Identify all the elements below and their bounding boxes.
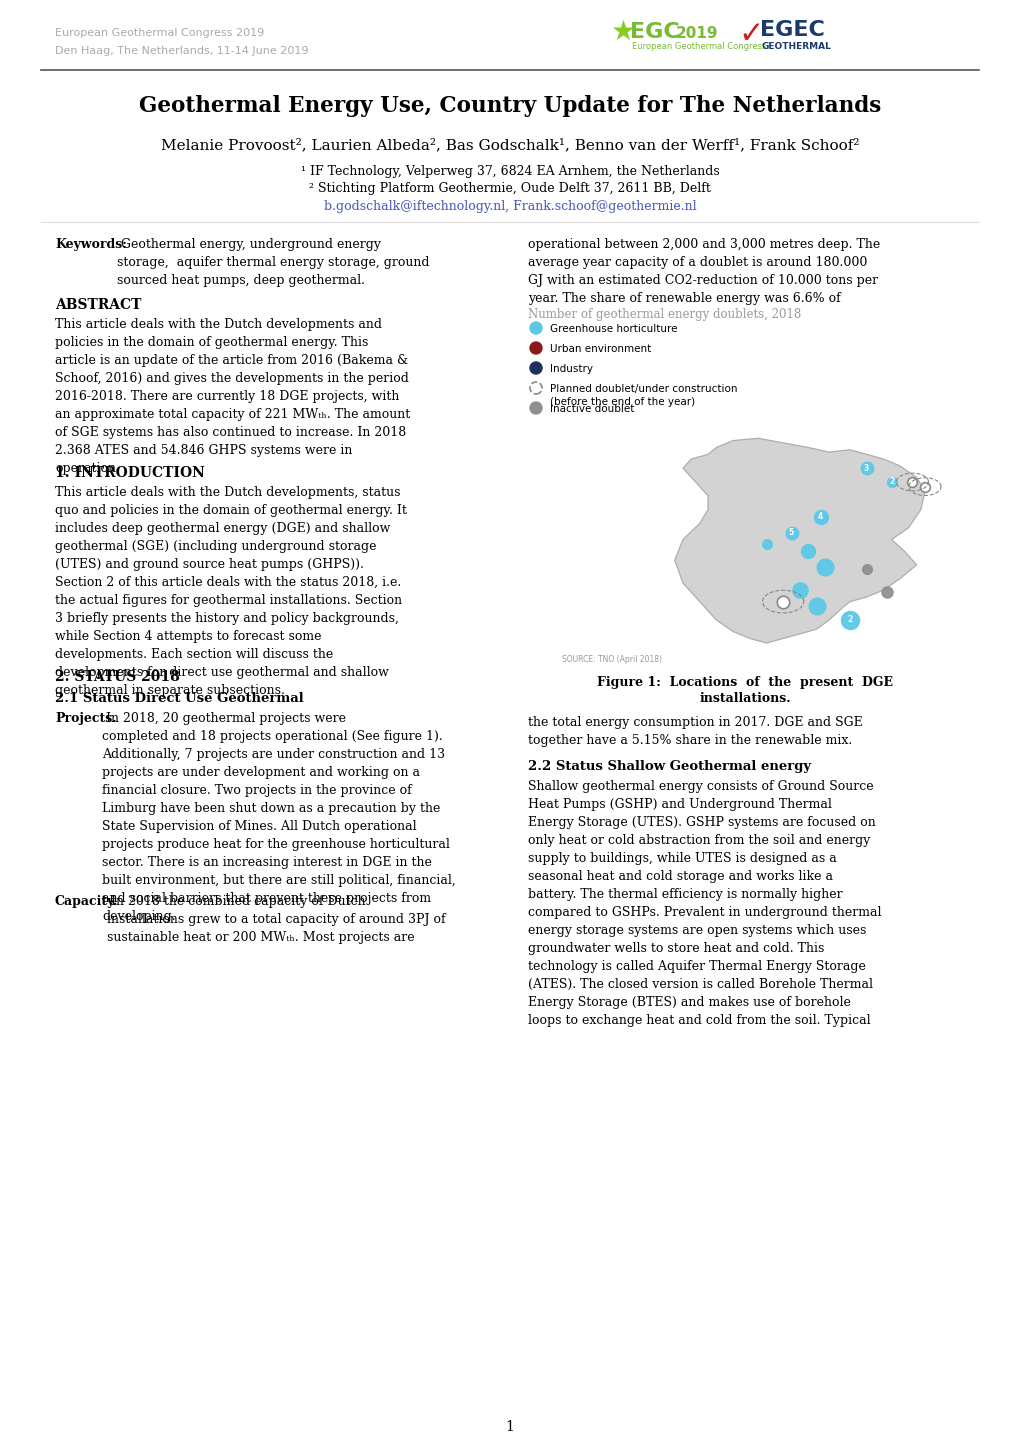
Text: Shallow geothermal energy consists of Ground Source
Heat Pumps (GSHP) and Underg: Shallow geothermal energy consists of Gr… [528, 780, 880, 1027]
Text: Planned doublet/under construction
(before the end of the year): Planned doublet/under construction (befo… [549, 384, 737, 407]
Text: This article deals with the Dutch developments, status
quo and policies in the d: This article deals with the Dutch develo… [55, 486, 407, 696]
Polygon shape [675, 438, 924, 643]
Text: Keywords:: Keywords: [55, 238, 126, 251]
Text: 2019: 2019 [676, 26, 717, 40]
Text: GEOTHERMAL: GEOTHERMAL [761, 42, 832, 50]
Text: b.godschalk@iftechnology.nl, Frank.schoof@geothermie.nl: b.godschalk@iftechnology.nl, Frank.schoo… [323, 200, 696, 213]
Text: ✓: ✓ [738, 20, 763, 49]
Text: EGC: EGC [630, 22, 679, 42]
Text: 2.2 Status Shallow Geothermal energy: 2.2 Status Shallow Geothermal energy [528, 760, 810, 773]
Text: Figure 1:  Locations  of  the  present  DGE: Figure 1: Locations of the present DGE [596, 676, 892, 689]
Text: ABSTRACT: ABSTRACT [55, 298, 142, 311]
Circle shape [530, 362, 541, 373]
Text: In 2018, 20 geothermal projects were
completed and 18 projects operational (See : In 2018, 20 geothermal projects were com… [102, 712, 455, 923]
Text: Greenhouse horticulture: Greenhouse horticulture [549, 324, 677, 335]
Text: ² Stichting Platform Geothermie, Oude Delft 37, 2611 BB, Delft: ² Stichting Platform Geothermie, Oude De… [309, 182, 710, 195]
Text: Industry: Industry [549, 363, 592, 373]
Text: Urban environment: Urban environment [549, 345, 650, 353]
Text: ¹ IF Technology, Velperweg 37, 6824 EA Arnhem, the Netherlands: ¹ IF Technology, Velperweg 37, 6824 EA A… [301, 164, 718, 177]
Text: European Geothermal Congress 2019: European Geothermal Congress 2019 [55, 27, 264, 37]
Text: Geothermal energy, underground energy
storage,  aquifer thermal energy storage, : Geothermal energy, underground energy st… [117, 238, 429, 287]
Circle shape [530, 402, 541, 414]
Text: Number of geothermal energy doublets, 2018: Number of geothermal energy doublets, 20… [528, 309, 801, 322]
Text: Inactive doublet: Inactive doublet [549, 404, 634, 414]
Text: operational between 2,000 and 3,000 metres deep. The
average year capacity of a : operational between 2,000 and 3,000 metr… [528, 238, 879, 306]
Text: This article deals with the Dutch developments and
policies in the domain of geo: This article deals with the Dutch develo… [55, 319, 410, 474]
Text: Melanie Provoost², Laurien Albeda², Bas Godschalk¹, Benno van der Werff¹, Frank : Melanie Provoost², Laurien Albeda², Bas … [161, 138, 858, 151]
Text: Capacity.: Capacity. [55, 895, 118, 908]
Text: 1: 1 [505, 1420, 514, 1433]
Text: installations.: installations. [698, 692, 790, 705]
Text: 5: 5 [788, 528, 794, 536]
Text: 2: 2 [889, 477, 894, 486]
Text: SOURCE: TNO (April 2018): SOURCE: TNO (April 2018) [561, 655, 661, 663]
Text: Geothermal Energy Use, Country Update for The Netherlands: Geothermal Energy Use, Country Update fo… [139, 95, 880, 117]
Text: Projects.: Projects. [55, 712, 116, 725]
Text: In 2018 the combined capacity of Dutch
installations grew to a total capacity of: In 2018 the combined capacity of Dutch i… [107, 895, 445, 945]
Text: ★: ★ [609, 17, 634, 46]
Text: European Geothermal Congress: European Geothermal Congress [632, 42, 765, 50]
Text: 2.1 Status Direct Use Geothermal: 2.1 Status Direct Use Geothermal [55, 692, 304, 705]
Text: the total energy consumption in 2017. DGE and SGE
together have a 5.15% share in: the total energy consumption in 2017. DG… [528, 717, 862, 747]
Text: 2. STATUS 2018: 2. STATUS 2018 [55, 671, 179, 684]
Text: Den Haag, The Netherlands, 11-14 June 2019: Den Haag, The Netherlands, 11-14 June 20… [55, 46, 308, 56]
Text: EGEC: EGEC [759, 20, 824, 40]
Text: 4: 4 [817, 512, 822, 521]
Text: 2: 2 [847, 616, 852, 624]
Circle shape [530, 322, 541, 335]
Text: 3: 3 [863, 464, 868, 473]
Circle shape [530, 342, 541, 353]
Text: 1. INTRODUCTION: 1. INTRODUCTION [55, 466, 205, 480]
